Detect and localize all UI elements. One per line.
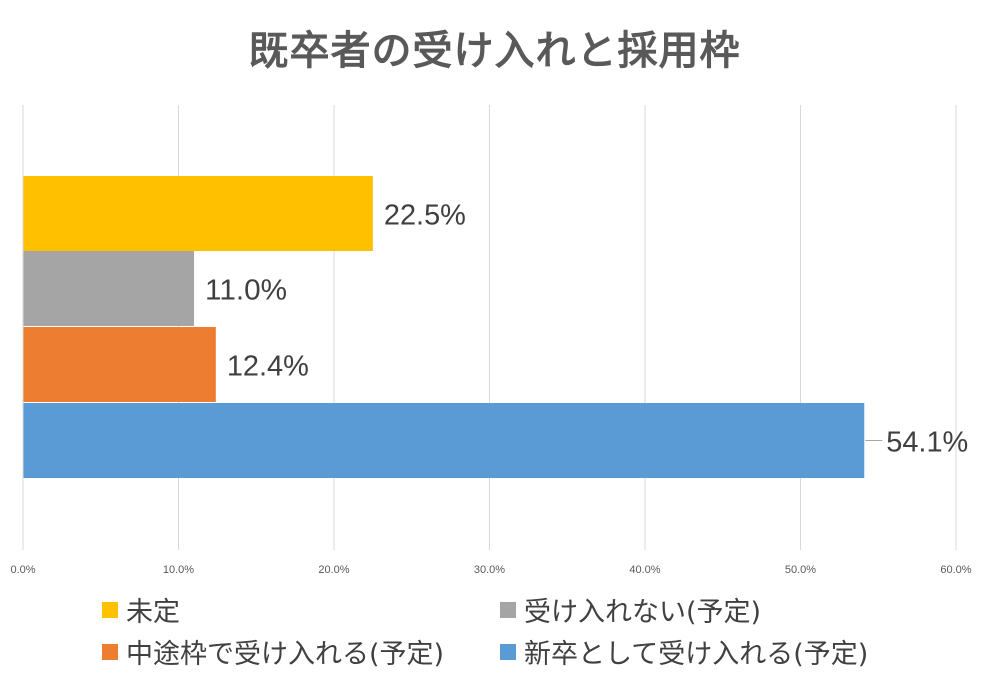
x-tick-label: 30.0%: [474, 564, 505, 576]
legend-label-undecided: 未定: [126, 597, 180, 628]
data-label: 22.5%: [384, 200, 466, 232]
x-tick-label: 40.0%: [629, 564, 660, 576]
legend-item-new-grad-slot: 新卒として受け入れる(予定): [500, 632, 868, 671]
x-tick-label: 60.0%: [940, 564, 971, 576]
legend-label-midcareer-slot: 中途枠で受け入れる(予定): [126, 639, 445, 670]
x-tick-label: 20.0%: [318, 564, 349, 576]
legend-swatch-new-grad-slot: [500, 643, 516, 660]
data-label: 11.0%: [205, 275, 287, 307]
bar: [23, 251, 195, 326]
legend-swatch-not-accepting: [500, 601, 516, 618]
chart-title: 既卒者の受け入れと採用枠: [248, 28, 741, 74]
legend-label-not-accepting: 受け入れない(予定): [524, 597, 762, 628]
x-tick-label: 0.0%: [10, 564, 35, 576]
bar: [23, 176, 373, 251]
bar: [23, 403, 865, 478]
data-label: 54.1%: [886, 427, 968, 459]
legend-swatch-undecided: [102, 601, 118, 618]
x-tick-label: 50.0%: [785, 564, 816, 576]
legend-label-new-grad-slot: 新卒として受け入れる(予定): [524, 639, 869, 670]
legend-swatch-midcareer-slot: [102, 643, 118, 660]
legend-item-midcareer-slot: 中途枠で受け入れる(予定): [102, 632, 444, 671]
data-label: 12.4%: [227, 351, 309, 383]
x-tick-label: 10.0%: [163, 564, 194, 576]
legend-item-undecided: 未定: [102, 590, 180, 629]
bar: [23, 327, 216, 402]
legend-item-not-accepting: 受け入れない(予定): [500, 590, 761, 629]
